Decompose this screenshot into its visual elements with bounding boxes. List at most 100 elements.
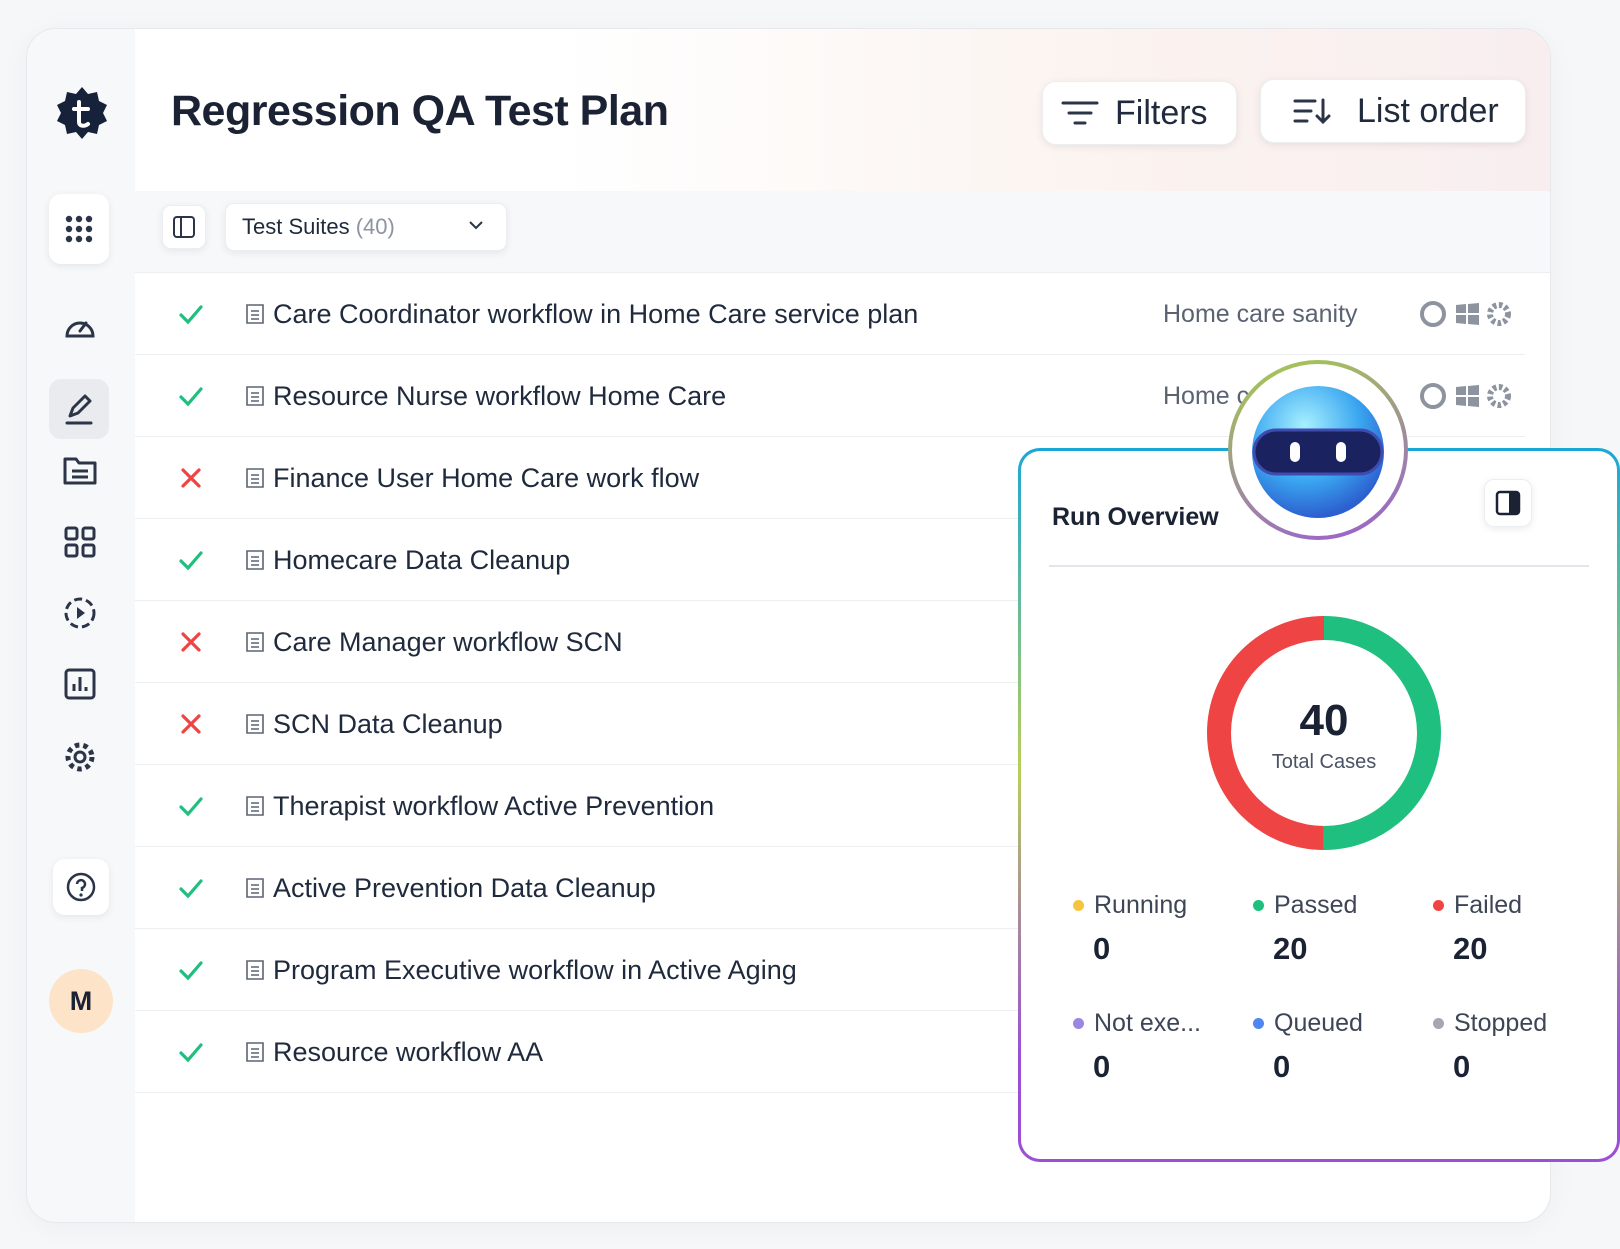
dropdown-label: Test Suites: [242, 214, 350, 239]
doc-icon: [246, 714, 264, 734]
stat-value: 0: [1093, 1049, 1111, 1084]
donut-chart: [1207, 616, 1441, 850]
check: [179, 879, 203, 899]
gear: [1487, 302, 1511, 326]
check: [179, 797, 203, 817]
suites-dropdown[interactable]: Test Suites (40): [225, 203, 507, 251]
doc: [246, 796, 264, 816]
suite-row: Program Executive workflow in Active Agi…: [135, 929, 1525, 1011]
sort-icon: [1293, 98, 1331, 125]
stat-dot: [1433, 1018, 1444, 1029]
status-icon: [179, 961, 203, 981]
stat-dot: [1433, 900, 1444, 911]
suite-name: Program Executive workflow in Active Agi…: [273, 955, 797, 985]
check: [179, 305, 203, 325]
stat-label-text: Not exe...: [1094, 1009, 1201, 1037]
stat-value: 0: [1273, 1049, 1291, 1084]
stat-value: 20: [1453, 931, 1488, 966]
suite-row: Resource workflow AA: [135, 1011, 1525, 1093]
apps-button[interactable]: [49, 194, 109, 264]
stat-label: Stopped: [1433, 1009, 1547, 1038]
run-icon[interactable]: [62, 595, 98, 631]
filters-button[interactable]: Filters: [1042, 81, 1237, 145]
stat-value: 0: [1093, 931, 1111, 966]
panel-title: Run Overview: [1052, 503, 1219, 531]
settings-icon[interactable]: [62, 739, 98, 775]
stat-dot: [1073, 1018, 1084, 1029]
collapse-button[interactable]: [1484, 479, 1532, 527]
edit-button[interactable]: [49, 379, 109, 439]
doc-icon: [246, 304, 264, 324]
robot-icon: [1252, 386, 1384, 518]
toolbar: Test Suites (40): [135, 191, 1550, 273]
stat-dot: [1253, 900, 1264, 911]
edit-icon: [65, 394, 93, 425]
grid-icon[interactable]: [63, 525, 97, 559]
doc: [246, 714, 264, 734]
folder-icon[interactable]: [62, 455, 98, 487]
total-value: 40: [1299, 696, 1349, 745]
suite-tag: Home care sanity: [1163, 300, 1358, 328]
suite-name: Therapist workflow Active Prevention: [273, 791, 715, 821]
suite-row: Care Coordinator workflow in Home Care s…: [135, 273, 1525, 355]
sidebar: M: [27, 29, 135, 1222]
check: [179, 961, 203, 981]
avatar[interactable]: M: [49, 969, 113, 1033]
assistant-avatar[interactable]: [1228, 360, 1408, 540]
chevron: [469, 221, 483, 230]
gear: [1487, 384, 1511, 408]
doc-icon: [246, 796, 264, 816]
list-order-button[interactable]: List order: [1260, 79, 1526, 143]
cross: [181, 714, 201, 734]
help-button[interactable]: [53, 859, 109, 915]
page-title: Regression QA Test Plan: [171, 87, 669, 135]
stat-label: Passed: [1253, 891, 1357, 920]
doc-icon: [246, 550, 264, 570]
stat-label: Not exe...: [1073, 1009, 1201, 1038]
status-icon: [179, 1043, 203, 1063]
divider: [1049, 565, 1589, 567]
browser-icons: [1420, 301, 1511, 327]
status-icon: [179, 797, 203, 817]
chrome: [1420, 301, 1446, 327]
total-label: Total Cases: [1271, 751, 1377, 773]
doc-icon: [246, 468, 264, 488]
status-icon: [181, 468, 201, 488]
cross: [181, 632, 201, 652]
windows: [1456, 303, 1479, 325]
dashboard-icon[interactable]: [62, 309, 98, 345]
stat-label-text: Failed: [1454, 891, 1523, 919]
panel-icon: [1495, 490, 1521, 516]
suite-name: Care Coordinator workflow in Home Care s…: [273, 299, 919, 329]
stat-label-text: Stopped: [1454, 1009, 1548, 1037]
suite-row: Therapist workflow Active Prevention: [135, 765, 1525, 847]
doc: [246, 1042, 264, 1062]
suite-name: Homecare Data Cleanup: [273, 545, 571, 575]
panel-toggle[interactable]: [162, 205, 206, 249]
doc-icon: [246, 878, 264, 898]
doc: [246, 304, 264, 324]
suite-name: Resource Nurse workflow Home Care: [273, 381, 727, 411]
suite-name: Active Prevention Data Cleanup: [273, 873, 656, 903]
stat-value: 20: [1273, 931, 1308, 966]
status-icon: [179, 879, 203, 899]
stat-label: Failed: [1433, 891, 1522, 920]
filter-icon: [1061, 101, 1099, 125]
report-icon[interactable]: [63, 667, 97, 701]
suite-row: SCN Data Cleanup: [135, 683, 1525, 765]
doc: [246, 960, 264, 980]
stat-label: Queued: [1253, 1009, 1363, 1038]
button-label: List order: [1357, 91, 1499, 130]
suite-row: Finance User Home Care work flow: [135, 437, 1525, 519]
stat-value: 0: [1453, 1049, 1471, 1084]
doc: [246, 878, 264, 898]
status-icon: [179, 387, 203, 407]
panel-icon: [173, 216, 195, 238]
suite-name: Finance User Home Care work flow: [273, 463, 700, 493]
status-icon: [179, 305, 203, 325]
doc: [246, 550, 264, 570]
doc-icon: [246, 386, 264, 406]
stat-dot: [1073, 900, 1084, 911]
windows: [1456, 385, 1479, 407]
run-overview-panel: Run Overview 40 Total Cases Running 0 Pass…: [1018, 448, 1620, 1162]
